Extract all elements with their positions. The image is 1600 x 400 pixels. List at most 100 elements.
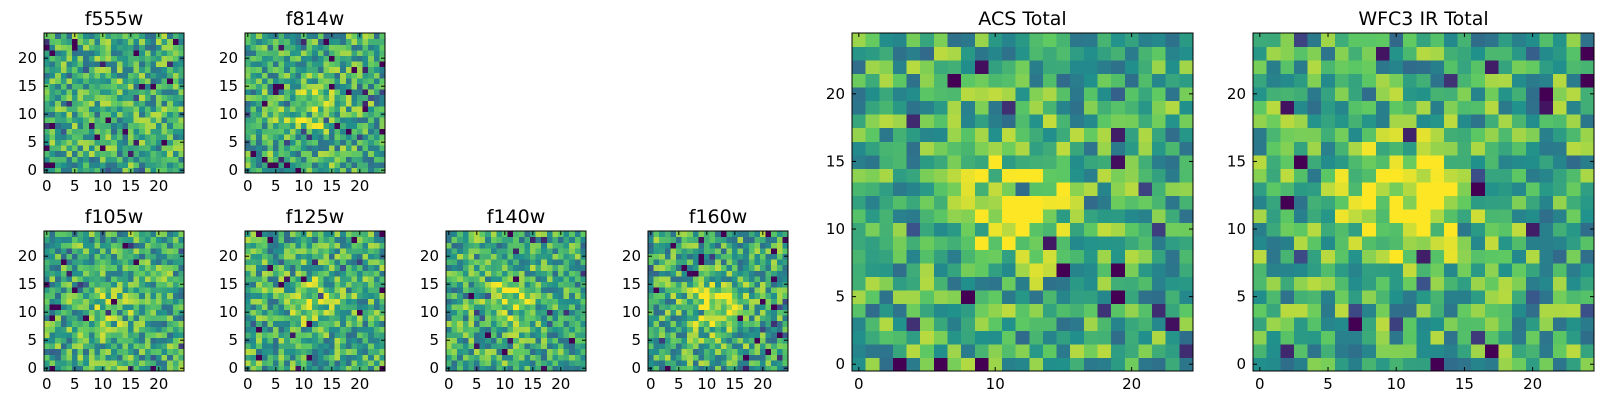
- pixel-cell: [574, 354, 581, 361]
- pixel-cell: [1002, 357, 1017, 372]
- pixel-cell: [284, 331, 291, 338]
- pixel-cell: [1179, 289, 1194, 304]
- pixel-cell: [245, 49, 252, 56]
- pixel-cell: [704, 236, 711, 243]
- pixel-cell: [105, 281, 112, 288]
- pixel-cell: [468, 331, 475, 338]
- pixel-cell: [44, 320, 51, 327]
- pixel-cell: [1389, 276, 1404, 291]
- pixel-cell: [1443, 181, 1459, 196]
- pixel-cell: [446, 315, 453, 322]
- pixel-cell: [150, 354, 157, 361]
- pixel-cell: [379, 292, 386, 299]
- pixel-cell: [172, 150, 179, 157]
- pixel-cell: [580, 236, 587, 243]
- pixel-cell: [351, 94, 358, 101]
- pixel-cell: [256, 331, 263, 338]
- pixel-cell: [513, 236, 520, 243]
- pixel-cell: [754, 247, 761, 254]
- pixel-cell: [273, 38, 280, 45]
- pixel-cell: [692, 281, 699, 288]
- pixel-cell: [312, 150, 319, 157]
- pixel-cell: [111, 247, 118, 254]
- pixel-cell: [128, 236, 135, 243]
- pixel-cell: [1375, 276, 1390, 291]
- pixel-cell: [1015, 357, 1030, 372]
- pixel-cell: [128, 275, 135, 282]
- pixel-cell: [879, 127, 894, 142]
- pixel-cell: [77, 94, 84, 101]
- pixel-cell: [451, 281, 458, 288]
- pixel-cell: [172, 247, 179, 254]
- pixel-cell: [317, 111, 324, 118]
- pixel-cell: [144, 72, 151, 79]
- pixel-cell: [256, 94, 263, 101]
- pixel-cell: [1070, 60, 1085, 75]
- pixel-cell: [306, 365, 313, 372]
- pixel-cell: [267, 133, 274, 140]
- pixel-cell: [743, 275, 750, 282]
- pixel-cell: [558, 309, 565, 316]
- pixel-cell: [60, 133, 67, 140]
- pixel-cell: [1443, 303, 1459, 318]
- pixel-cell: [133, 77, 140, 84]
- pixel-cell: [368, 128, 375, 135]
- pixel-cell: [535, 320, 542, 327]
- pixel-cell: [83, 89, 90, 96]
- pixel-cell: [1362, 330, 1377, 345]
- pixel-cell: [1056, 235, 1071, 250]
- pixel-cell: [920, 208, 935, 223]
- pixel-cell: [771, 231, 778, 238]
- pixel-cell: [128, 292, 135, 299]
- pixel-cell: [1553, 262, 1568, 277]
- pixel-cell: [128, 264, 135, 271]
- pixel-cell: [892, 141, 908, 156]
- pixel-cell: [44, 303, 51, 310]
- y-tick-label: 10: [420, 303, 439, 321]
- pixel-cell: [709, 281, 716, 288]
- pixel-cell: [490, 270, 497, 277]
- pixel-cell: [323, 156, 330, 163]
- pixel-cell: [474, 292, 481, 299]
- pixel-cell: [111, 150, 118, 157]
- pixel-cell: [1165, 46, 1180, 61]
- pixel-cell: [474, 320, 481, 327]
- pixel-cell: [172, 354, 179, 361]
- pixel-cell: [105, 275, 112, 282]
- pixel-cell: [340, 133, 347, 140]
- pixel-cell: [55, 161, 62, 168]
- pixel-cell: [83, 167, 90, 174]
- pixel-cell: [920, 87, 935, 102]
- pixel-cell: [373, 236, 380, 243]
- pixel-cell: [1138, 100, 1153, 115]
- pixel-cell: [368, 253, 375, 260]
- pixel-cell: [329, 55, 336, 62]
- pixel-cell: [1525, 168, 1541, 183]
- pixel-cell: [1498, 357, 1513, 372]
- pixel-cell: [1152, 154, 1167, 169]
- pixel-cell: [507, 315, 514, 322]
- pixel-cell: [345, 122, 352, 129]
- pixel-cell: [1083, 289, 1099, 304]
- pixel-cell: [670, 247, 677, 254]
- pixel-cell: [474, 359, 481, 366]
- pixel-cell: [44, 326, 51, 333]
- pixel-cell: [161, 72, 168, 79]
- pixel-cell: [1580, 208, 1595, 223]
- pixel-cell: [172, 72, 179, 79]
- pixel-cell: [720, 348, 727, 355]
- pixel-cell: [1070, 46, 1085, 61]
- pixel-cell: [1580, 343, 1595, 359]
- pixel-cell: [284, 89, 291, 96]
- pixel-cell: [351, 275, 358, 282]
- pixel-cell: [105, 343, 112, 350]
- pixel-cell: [250, 133, 257, 140]
- pixel-cell: [161, 33, 168, 40]
- pixel-cell: [72, 133, 79, 140]
- pixel-cell: [892, 235, 908, 250]
- pixel-cell: [1042, 127, 1058, 142]
- pixel-cell: [1484, 181, 1500, 196]
- pixel-cell: [468, 281, 475, 288]
- pixel-cell: [569, 275, 576, 282]
- pixel-cell: [340, 365, 347, 372]
